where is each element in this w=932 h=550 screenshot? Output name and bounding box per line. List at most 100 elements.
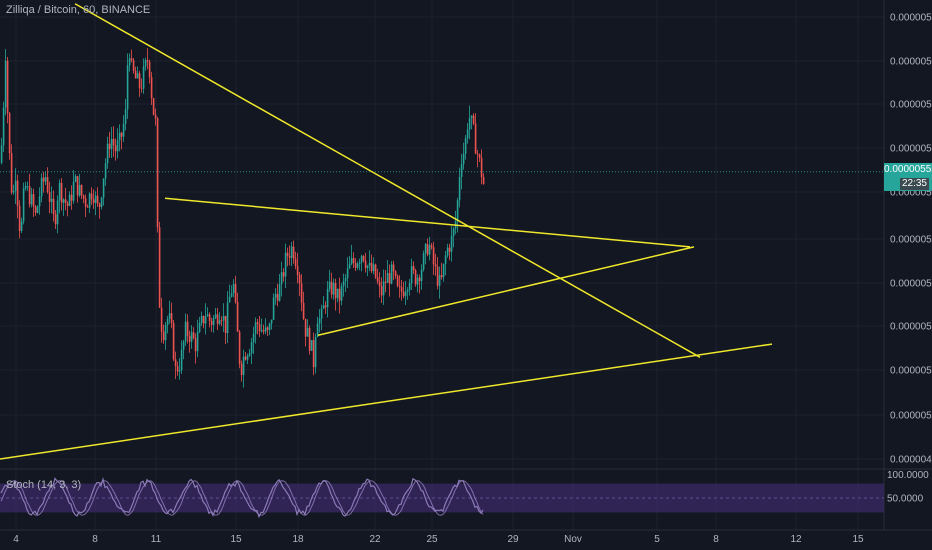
candle-body xyxy=(222,315,225,321)
candle-body xyxy=(258,324,261,332)
trendline[interactable] xyxy=(74,3,701,358)
price-axis-label: 0.00000570 xyxy=(890,100,932,111)
candle-body xyxy=(36,206,39,213)
candle-body xyxy=(432,247,435,265)
candle-body xyxy=(336,288,339,299)
candle-body xyxy=(448,247,451,252)
current-price-badge: 0.00000555 22:35 xyxy=(884,163,932,191)
candle-body xyxy=(168,313,171,319)
price-axis-label: 0.00000580 xyxy=(890,57,932,68)
candle-body xyxy=(284,252,287,277)
candle-body xyxy=(80,185,83,196)
candle-body xyxy=(276,294,279,301)
candle-body xyxy=(272,297,275,320)
candle-body xyxy=(308,327,311,351)
candle-body xyxy=(40,177,43,197)
candle-body xyxy=(0,145,3,163)
candle-body xyxy=(378,281,381,287)
candle-body xyxy=(472,115,475,124)
price-axis-label: 0.00000590 xyxy=(890,13,932,24)
stoch-axis-label: 50.0000 xyxy=(887,494,924,505)
candle-body xyxy=(118,132,121,141)
candle-body xyxy=(146,60,149,62)
candle-body xyxy=(122,123,125,137)
candle-body xyxy=(26,186,29,187)
candle-body xyxy=(278,284,281,301)
trendline[interactable] xyxy=(164,197,691,248)
stoch-axis-label: 100.0000 xyxy=(887,470,929,481)
candle-body xyxy=(376,277,379,282)
time-axis-label: Nov xyxy=(564,534,582,545)
candle-body xyxy=(380,286,383,296)
stoch-indicator-title: Stoch (14, 3, 3) xyxy=(6,479,82,491)
candle-body xyxy=(50,198,53,202)
candle-body xyxy=(298,275,301,284)
candle-body xyxy=(84,198,87,207)
candle-body xyxy=(438,275,441,286)
candle-body xyxy=(364,260,367,269)
candle-body xyxy=(224,315,227,334)
candle-body xyxy=(294,258,297,267)
candle-body xyxy=(356,263,359,268)
candle-body xyxy=(14,180,17,192)
candle-body xyxy=(124,109,127,124)
candle-body xyxy=(16,180,19,206)
candle-body xyxy=(252,333,255,343)
candle-body xyxy=(372,264,375,272)
candle-body xyxy=(304,318,307,337)
candle-body xyxy=(248,353,251,356)
candle-body xyxy=(114,145,117,152)
candle-body xyxy=(288,255,291,258)
candle-body xyxy=(444,255,447,264)
symbol-title: Zilliqa / Bitcoin, 60, BINANCE xyxy=(6,4,151,16)
trendline[interactable] xyxy=(0,343,773,460)
candle-body xyxy=(420,269,423,282)
candle-body xyxy=(464,138,467,154)
candle-body xyxy=(138,73,141,89)
candle-body xyxy=(390,264,393,284)
current-price-label: 0.00000555 xyxy=(884,164,932,175)
candle-body xyxy=(128,58,131,66)
candle-body xyxy=(44,177,47,182)
time-axis-label: 8 xyxy=(92,534,98,545)
candle-body xyxy=(300,283,303,303)
candle-body xyxy=(262,330,265,332)
candle-body xyxy=(382,281,385,296)
candle-body xyxy=(134,70,137,79)
trendline[interactable] xyxy=(317,246,695,336)
candle-body xyxy=(152,98,155,115)
candle-body xyxy=(350,258,353,264)
candle-body xyxy=(430,245,433,248)
candle-body xyxy=(76,176,79,196)
candle-body xyxy=(216,314,219,324)
candle-body xyxy=(462,153,465,165)
candle-body xyxy=(102,178,105,198)
candle-body xyxy=(62,199,65,203)
candle-body xyxy=(320,308,323,319)
stoch-d-line xyxy=(0,480,484,516)
candle-body xyxy=(460,164,463,177)
candle-body xyxy=(402,291,405,297)
candle-body xyxy=(154,114,157,119)
time-axis-label: 15 xyxy=(852,534,864,545)
candle-body xyxy=(398,285,401,288)
time-axis-label: 12 xyxy=(790,534,802,545)
candle-body xyxy=(196,331,199,352)
candle-body xyxy=(172,322,175,360)
candle-body xyxy=(60,182,63,203)
price-axis-label: 0.00000560 xyxy=(890,144,932,155)
time-axis-label: 18 xyxy=(292,534,304,545)
candle-body xyxy=(418,277,421,282)
time-axis-label: 5 xyxy=(654,534,660,545)
candle-body xyxy=(328,281,331,289)
candle-body xyxy=(266,327,269,330)
candle-body xyxy=(286,252,289,256)
candle-body xyxy=(184,321,187,342)
candle-body xyxy=(424,244,427,254)
candle-body xyxy=(332,282,335,295)
candle-body xyxy=(340,285,343,301)
candle-body xyxy=(244,356,247,360)
candle-body xyxy=(52,198,55,215)
